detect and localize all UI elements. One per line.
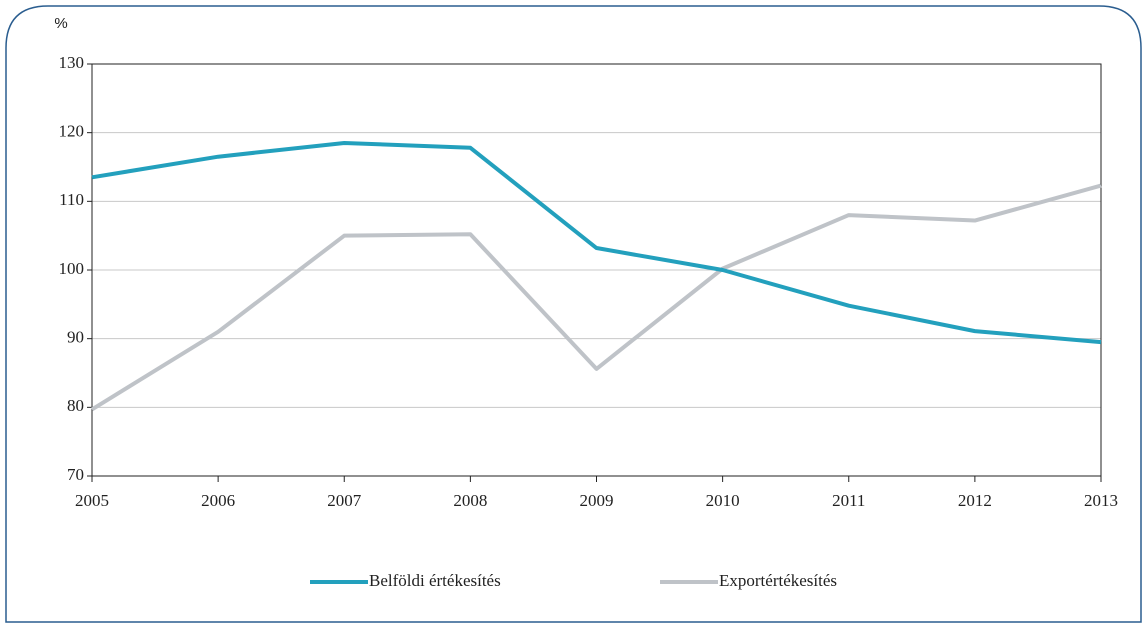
y-tick-label: 100: [59, 259, 85, 278]
frame: [5, 5, 1142, 623]
y-axis-label: %: [54, 15, 67, 32]
y-tick-label: 120: [59, 122, 85, 141]
y-tick-label: 110: [59, 190, 84, 209]
x-tick-label: 2009: [580, 491, 614, 510]
x-tick-label: 2007: [327, 491, 362, 510]
x-tick-label: 2012: [958, 491, 992, 510]
x-tick-label: 2013: [1084, 491, 1118, 510]
x-tick-label: 2011: [832, 491, 865, 510]
series-line: [91, 140, 1102, 345]
x-tick-label: 2006: [201, 491, 235, 510]
x-tick-label: 2005: [75, 491, 109, 510]
series-line: [90, 183, 1102, 412]
y-tick-label: 80: [67, 396, 84, 415]
legend-label: Belföldi értékesítés: [369, 571, 501, 590]
y-tick-label: 90: [67, 328, 84, 347]
y-tick-label: 70: [67, 465, 84, 484]
x-tick-label: 2010: [706, 491, 740, 510]
legend-label: Exportértékesítés: [719, 571, 837, 590]
x-tick-label: 2008: [453, 491, 487, 510]
y-tick-label: 130: [59, 53, 85, 72]
